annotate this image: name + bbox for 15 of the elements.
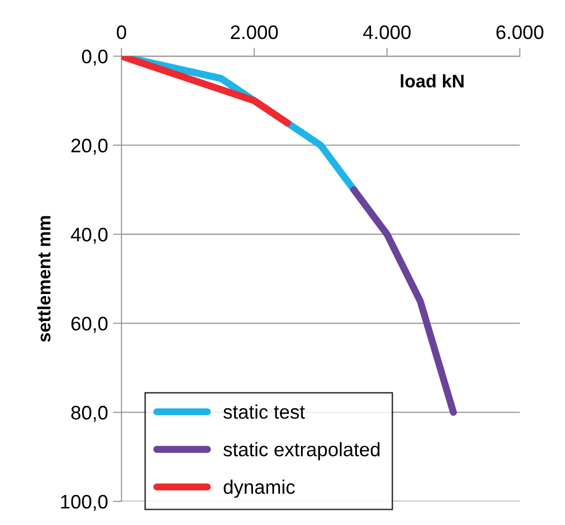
x-tick-label: 2.000 xyxy=(230,25,278,40)
x-tick-label: 4.000 xyxy=(363,25,411,40)
x-tick-label: 0 xyxy=(116,25,126,40)
legend-label: static test xyxy=(223,404,305,419)
y-tick-label: 20,0 xyxy=(71,138,108,155)
legend-label: static extrapolated xyxy=(223,442,380,460)
y-axis-title: settlement mm xyxy=(37,216,51,342)
y-tick-label: 80,0 xyxy=(71,406,108,422)
x-tick-label: 6.000 xyxy=(496,25,544,40)
y-tick-label: 100,0 xyxy=(61,494,108,511)
y-tick-label: 0,0 xyxy=(82,50,108,66)
y-tick-label: 40,0 xyxy=(70,228,108,244)
y-tick-label: 60,0 xyxy=(71,316,108,333)
legend-label: dynamic xyxy=(224,480,295,498)
x-axis-title: load kN xyxy=(400,74,464,88)
